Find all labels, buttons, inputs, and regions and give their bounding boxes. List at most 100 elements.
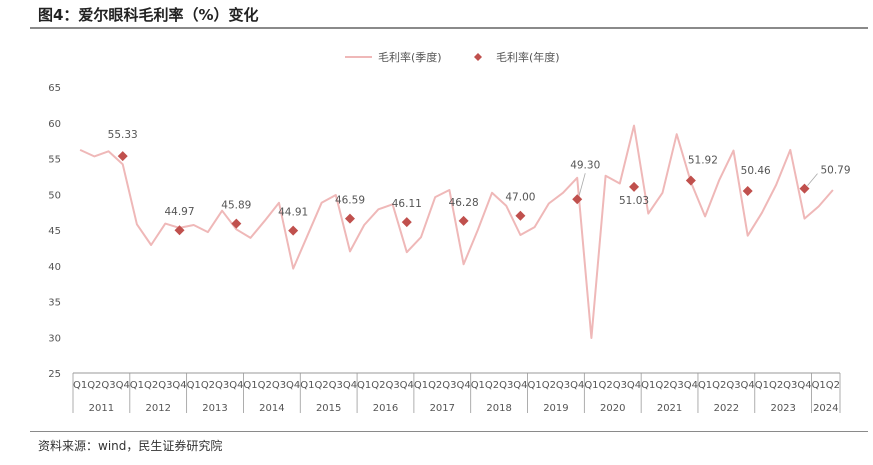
x-tick-quarter: Q2 — [314, 380, 328, 391]
legend-label-annual: 毛利率(年度) — [496, 50, 560, 64]
annual-data-label: 51.03 — [619, 195, 649, 207]
annual-data-label: 46.11 — [392, 198, 422, 210]
x-axis: Q1 Q2 Q3 Q4 Q1 Q2 Q3 Q4 Q1 Q2 Q3 Q4 Q1 Q2 Q3 Q4 Q1 Q2 Q3 Q4… — [72, 372, 841, 414]
x-tick-quarter: Q4 — [286, 380, 300, 391]
annual-marker — [231, 218, 242, 229]
x-tick-quarter: Q2 — [201, 380, 215, 391]
x-tick-quarter: Q4 — [116, 380, 130, 391]
x-tick-quarter: Q1 — [528, 380, 542, 391]
x-tick-quarter: Q3 — [613, 380, 627, 391]
annual-marker — [799, 183, 810, 194]
x-tick-quarter: Q1 — [641, 380, 655, 391]
x-tick-quarter: Q4 — [456, 380, 470, 391]
label-leader-line — [807, 173, 818, 186]
annual-data-label: 50.46 — [741, 165, 771, 177]
y-tick-label: 35 — [48, 298, 61, 309]
annual-data-label: 46.59 — [335, 195, 365, 207]
y-tick-label: 60 — [48, 119, 61, 130]
x-tick-quarter: Q2 — [655, 380, 669, 391]
y-tick-label: 30 — [48, 333, 61, 344]
annual-marker — [458, 215, 469, 226]
label-leader-line — [578, 173, 586, 196]
x-tick-quarter: Q2 — [87, 380, 101, 391]
x-tick-quarter: Q3 — [442, 380, 456, 391]
x-tick-quarter: Q3 — [101, 380, 115, 391]
x-tick-year: 2017 — [430, 403, 455, 414]
footer-rule — [30, 431, 868, 432]
annual-marker — [515, 210, 526, 221]
x-tick-quarter: Q1 — [300, 380, 314, 391]
title-rule — [30, 27, 868, 29]
x-tick-quarter: Q4 — [172, 380, 186, 391]
x-tick-quarter: Q3 — [726, 380, 740, 391]
x-tick-quarter: Q2 — [542, 380, 556, 391]
x-tick-year: 2013 — [202, 403, 227, 414]
x-tick-quarter: Q3 — [499, 380, 513, 391]
x-tick-quarter: Q4 — [400, 380, 414, 391]
legend-diamond-swatch — [474, 53, 482, 61]
x-tick-quarter: Q4 — [513, 380, 527, 391]
x-tick-quarter: Q1 — [130, 380, 144, 391]
x-tick-quarter: Q3 — [215, 380, 229, 391]
x-tick-quarter: Q4 — [229, 380, 243, 391]
annual-data-label: 55.33 — [108, 129, 138, 141]
x-tick-quarter: Q2 — [144, 380, 158, 391]
y-tick-label: 50 — [48, 190, 61, 201]
x-tick-quarter: Q2 — [485, 380, 499, 391]
x-tick-year: 2019 — [543, 403, 568, 414]
x-tick-quarter: Q2 — [428, 380, 442, 391]
legend-label-quarterly: 毛利率(季度) — [378, 50, 442, 64]
annual-marker — [572, 194, 583, 205]
annual-marker — [685, 175, 696, 186]
x-tick-year: 2020 — [600, 403, 625, 414]
x-tick-quarter: Q4 — [741, 380, 755, 391]
x-tick-quarter: Q1 — [243, 380, 257, 391]
annual-data-label: 45.89 — [221, 200, 251, 212]
plot-area: 55.33 44.97 45.89 44.91 46.59 46.11 46.28 47.00… — [79, 124, 851, 339]
x-tick-quarter: Q4 — [570, 380, 584, 391]
x-tick-quarter: Q1 — [698, 380, 712, 391]
x-tick-year: 2016 — [373, 403, 398, 414]
x-tick-quarter: Q2 — [371, 380, 385, 391]
y-tick-label: 25 — [48, 369, 61, 380]
annual-data-label: 44.91 — [278, 207, 308, 219]
chart-title: 图4：爱尔眼科毛利率（%）变化 — [38, 6, 259, 24]
x-tick-quarter: Q2 — [258, 380, 272, 391]
y-tick-label: 65 — [48, 83, 61, 94]
x-tick-quarter: Q3 — [783, 380, 797, 391]
y-tick-label: 40 — [48, 262, 61, 273]
annual-data-label: 51.92 — [688, 155, 718, 167]
x-tick-quarter: Q1 — [755, 380, 769, 391]
x-tick-quarter: Q1 — [357, 380, 371, 391]
x-tick-quarter: Q1 — [187, 380, 201, 391]
annual-marker — [117, 151, 128, 162]
x-tick-year: 2011 — [89, 403, 114, 414]
y-tick-label: 55 — [48, 155, 61, 166]
x-tick-quarter: Q1 — [584, 380, 598, 391]
x-tick-quarter: Q3 — [272, 380, 286, 391]
x-tick-quarter: Q1 — [812, 380, 826, 391]
x-tick-quarter: Q2 — [826, 380, 840, 391]
x-tick-quarter: Q4 — [797, 380, 811, 391]
annual-marker — [344, 213, 355, 224]
annual-marker — [742, 185, 753, 196]
annual-data-label: 46.28 — [449, 197, 479, 209]
x-tick-year: 2024 — [813, 403, 838, 414]
x-tick-quarter: Q2 — [769, 380, 783, 391]
x-tick-year: 2014 — [259, 403, 284, 414]
y-tick-label: 45 — [48, 226, 61, 237]
annual-marker — [174, 225, 185, 236]
x-tick-quarter: Q3 — [158, 380, 172, 391]
x-tick-quarter: Q2 — [599, 380, 613, 391]
x-tick-quarter: Q1 — [471, 380, 485, 391]
annual-data-label: 47.00 — [505, 192, 535, 204]
x-tick-quarter: Q4 — [343, 380, 357, 391]
x-tick-year: 2022 — [714, 403, 739, 414]
annual-marker — [288, 225, 299, 236]
legend: 毛利率(季度) 毛利率(年度) — [345, 50, 560, 64]
x-tick-year: 2023 — [770, 403, 795, 414]
y-axis: 25 30 35 40 45 50 55 60 65 — [48, 83, 61, 380]
annual-marker — [401, 217, 412, 228]
x-tick-year: 2021 — [657, 403, 682, 414]
